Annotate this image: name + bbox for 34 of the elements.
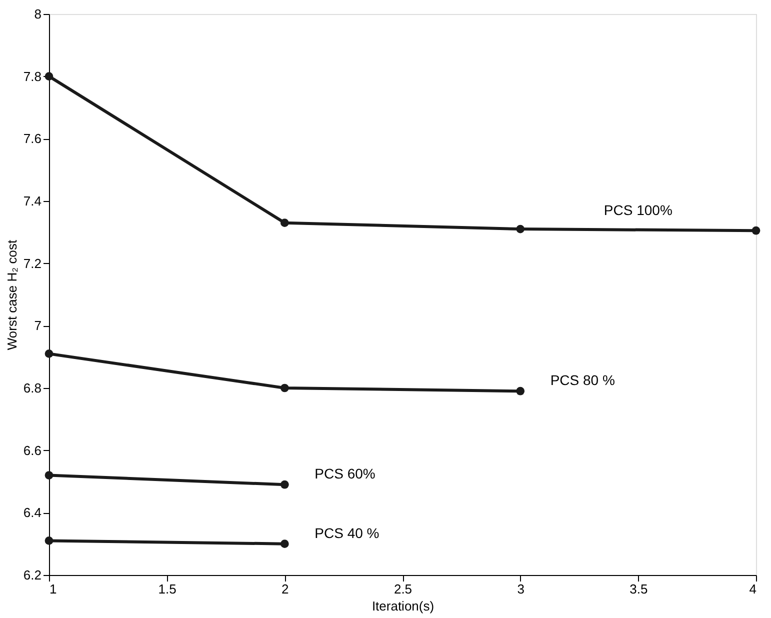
x-tick-label: 2.5 [394,582,412,596]
series-label: PCS 100% [604,202,672,218]
point [280,384,289,392]
x-tick-label: 1 [50,582,57,596]
y-tick-label: 6.8 [23,380,42,396]
y-tick-label: 6.4 [23,505,42,520]
point [44,350,54,358]
y-tick-label: 7.2 [23,256,42,271]
y-axis-title: Worst case H₂ cost [4,239,20,350]
x-axis-title: Iteration(s) [372,598,434,614]
x-tick-label: 2 [282,582,289,596]
y-tick-label: 7.6 [23,131,42,146]
point [44,72,54,81]
point [280,480,289,489]
y-tick-label: 8 [34,6,42,22]
series-label: PCS 40 % [314,524,380,541]
y-tick-label: 6.2 [23,568,42,582]
point [44,471,54,480]
series-label: PCS 60% [314,466,376,482]
point [280,218,289,227]
x-tick-label: 4 [749,582,756,596]
point [44,536,54,545]
point [516,386,525,396]
series-label: PCS 80 % [550,372,615,388]
point [280,540,289,548]
y-tick-label: 7 [34,318,42,334]
y-tick-label: 7.4 [23,194,42,208]
point [516,224,525,234]
y-tick-label: 6.6 [23,442,42,458]
y-tick-label: 7.8 [23,68,42,84]
x-tick-label: 1.5 [158,582,176,596]
x-tick-label: 3 [517,582,524,596]
point [752,226,760,235]
x-tick-label: 3.5 [630,582,648,596]
